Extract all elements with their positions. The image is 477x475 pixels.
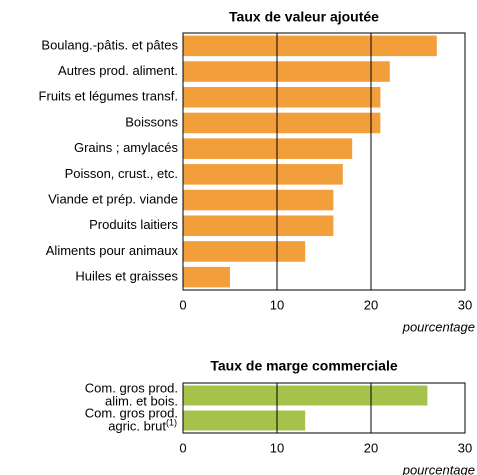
footnote-ref: (1) [166, 417, 177, 427]
y-tick-label: Com. gros prod. [85, 405, 178, 420]
y-tick-label: Huiles et graisses [75, 269, 178, 284]
plot-frame [182, 32, 466, 291]
bar [183, 410, 306, 431]
chart-title: Taux de valeur ajoutée [229, 9, 379, 25]
bar [183, 112, 381, 134]
x-axis-label: pourcentage [402, 319, 475, 334]
y-tick-label: Com. gros prod. [85, 380, 178, 395]
bar [183, 215, 334, 237]
bar [183, 61, 390, 82]
x-tick-label: 30 [458, 440, 472, 455]
y-tick-label: Boissons [125, 114, 178, 129]
x-tick-label: 30 [458, 297, 472, 312]
bar [183, 385, 428, 406]
y-tick-label: Viande et prép. viande [48, 191, 178, 206]
x-tick-label: 0 [179, 297, 186, 312]
y-tick-label: Poisson, crust., etc. [65, 166, 178, 181]
plot-frame [182, 382, 466, 434]
bar [183, 241, 306, 262]
x-axis-label: pourcentage [402, 462, 475, 475]
y-tick-label: Aliments pour animaux [46, 243, 179, 258]
y-tick-label: agric. brut [108, 418, 166, 433]
bar [183, 266, 230, 288]
y-tick-label: Boulang.-pâtis. et pâtes [41, 37, 178, 52]
bar [183, 138, 353, 159]
bar [183, 164, 343, 185]
x-tick-label: 10 [270, 297, 284, 312]
x-tick-label: 0 [179, 440, 186, 455]
bar [183, 86, 381, 108]
y-tick-label: Fruits et légumes transf. [39, 89, 178, 104]
x-tick-label: 20 [364, 297, 378, 312]
x-tick-label: 20 [364, 440, 378, 455]
bar [183, 189, 334, 211]
y-tick-label: alim. et bois. [105, 393, 178, 408]
chart-title: Taux de marge commerciale [210, 358, 397, 374]
y-tick-label: Produits laitiers [89, 217, 178, 232]
y-tick-label: Grains ; amylacés [74, 140, 179, 155]
y-tick-label: Autres prod. aliment. [58, 63, 178, 78]
x-tick-label: 10 [270, 440, 284, 455]
bar [183, 35, 437, 57]
